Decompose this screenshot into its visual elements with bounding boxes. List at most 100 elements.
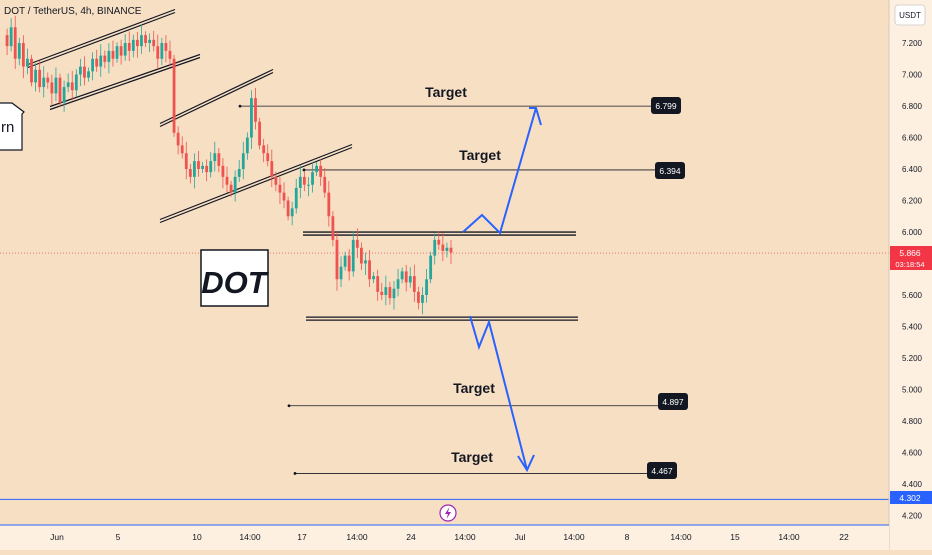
target-line-anchor-4	[293, 472, 297, 475]
candle-body	[87, 71, 90, 78]
candle-body	[274, 176, 278, 185]
candle-body	[168, 50, 172, 59]
price-tick: 4.800	[902, 417, 923, 426]
candle-body	[54, 77, 58, 94]
bullish-projection-path	[462, 107, 537, 235]
candle-body	[262, 145, 266, 154]
bar-countdown: 03:18:54	[895, 260, 924, 269]
candle-body	[437, 239, 441, 245]
candle-body	[66, 82, 70, 88]
time-tick: 14:00	[454, 532, 476, 542]
svg-text:4.302: 4.302	[899, 493, 921, 503]
time-tick: 14:00	[346, 532, 368, 542]
candle-body	[197, 161, 200, 169]
candle-body	[327, 192, 331, 217]
svg-text:6.799: 6.799	[655, 101, 677, 111]
candle-body	[294, 187, 298, 209]
channel-1-top-a	[27, 8, 176, 66]
candle-body	[62, 87, 66, 103]
dot-callout: DOT	[200, 249, 270, 307]
svg-text:4.467: 4.467	[651, 466, 673, 476]
candle-body	[376, 276, 380, 292]
candle-body	[335, 239, 339, 280]
channel-2-bottom-b	[159, 146, 353, 224]
candle-body	[343, 255, 347, 267]
candle-body	[136, 39, 139, 47]
time-tick-labels: Jun 5 10 14:00 17 14:00 24 14:00 Jul 14:00 8 14:00 1…	[50, 532, 849, 542]
candle-body	[58, 77, 62, 103]
price-tick: 6.600	[902, 134, 923, 143]
price-tick: 4.600	[902, 449, 923, 458]
candle-body	[229, 184, 233, 193]
candle-body	[78, 66, 82, 75]
candle-body	[107, 50, 111, 62]
candle-body	[319, 165, 323, 177]
price-axis[interactable]: USDT 7.200 7.000 6.800 6.600 6.400 6.200 6.000…	[888, 0, 932, 550]
candle-body	[315, 165, 318, 173]
bearish-arrowhead	[517, 454, 535, 473]
candle-body	[233, 176, 237, 193]
time-tick: 22	[839, 532, 849, 542]
candle-body	[123, 43, 127, 56]
time-tick: 24	[406, 532, 416, 542]
candle-body	[156, 46, 160, 59]
candle-body	[201, 165, 204, 169]
candle-body	[302, 176, 306, 185]
candle-body	[404, 271, 408, 283]
price-tick: 5.400	[902, 323, 923, 332]
candle-body	[412, 276, 416, 292]
candle-body	[172, 58, 176, 133]
time-axis[interactable]: Jun 5 10 14:00 17 14:00 24 14:00 Jul 14:00 8 14:00 1…	[0, 524, 889, 550]
candle-body	[95, 58, 99, 67]
candle-body	[176, 132, 180, 146]
target-value-box-4: 4.467	[647, 462, 677, 479]
current-price-tag: 5.866 03:18:54	[890, 246, 932, 270]
candle-body	[160, 43, 164, 59]
candle-body	[286, 200, 290, 217]
candle-body	[258, 121, 261, 146]
candle-body	[355, 239, 359, 248]
candle-body	[360, 247, 363, 264]
currency-unit[interactable]: USDT	[899, 11, 921, 20]
candle-body	[50, 82, 54, 94]
candle-body	[278, 184, 282, 193]
candle-body	[425, 279, 428, 295]
candle-body	[339, 266, 343, 280]
candle-body	[298, 176, 302, 188]
candle-body	[21, 43, 25, 67]
channel-2-top-b	[159, 71, 274, 128]
candle-body	[368, 260, 371, 280]
h-line-price-tag: 4.302	[890, 491, 932, 504]
candle-body	[148, 39, 152, 43]
svg-text:4.897: 4.897	[662, 397, 684, 407]
candle-body	[400, 271, 404, 280]
candle-body	[99, 55, 103, 67]
candle-body	[180, 145, 184, 154]
candle-body	[237, 169, 241, 177]
time-tick: 15	[730, 532, 740, 542]
candle-body	[351, 239, 355, 272]
target-line-anchor-3	[287, 404, 291, 408]
candle-body	[115, 46, 119, 59]
time-tick: 5	[116, 532, 121, 542]
candle-body	[372, 276, 376, 280]
target-label-4: Target	[451, 449, 493, 465]
candle-body	[152, 39, 156, 47]
candle-body	[433, 239, 437, 256]
candle-body	[250, 98, 253, 138]
price-tick: 4.400	[902, 480, 923, 489]
lightning-bolt-icon[interactable]	[439, 504, 457, 522]
candle-body	[417, 291, 420, 303]
time-tick: 14:00	[778, 532, 800, 542]
candle-body	[441, 244, 445, 251]
target-label-1: Target	[425, 84, 467, 100]
target-label-2: Target	[459, 147, 501, 163]
candle-body	[38, 69, 42, 88]
candle-body	[245, 137, 249, 154]
time-tick: 10	[192, 532, 202, 542]
candle-body	[131, 39, 135, 51]
projection-layer	[462, 107, 542, 473]
